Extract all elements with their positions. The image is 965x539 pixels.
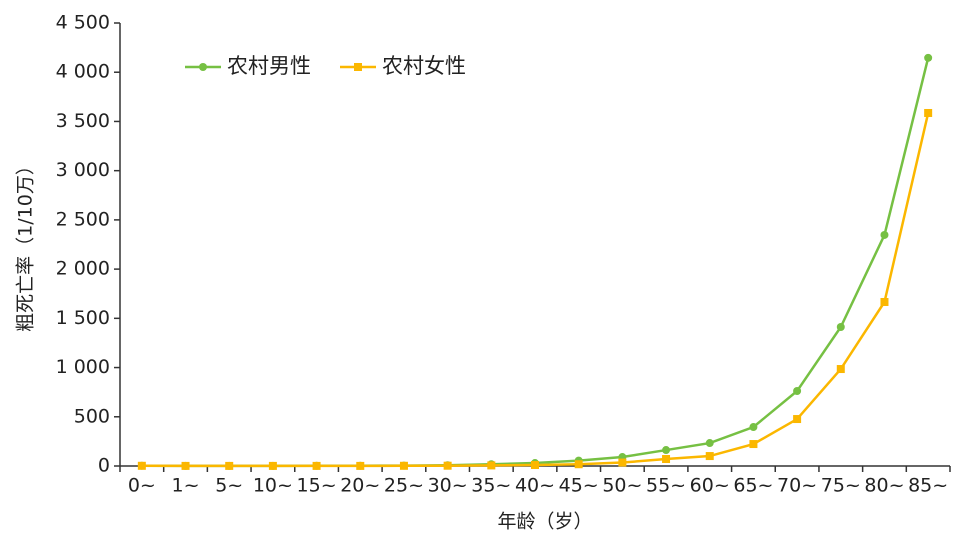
x-tick-label: 20~ — [340, 475, 380, 497]
point — [356, 461, 365, 470]
point — [225, 461, 234, 470]
x-tick-label: 60~ — [690, 475, 730, 497]
y-tick-label: 0 — [98, 455, 110, 477]
legend-marker — [354, 63, 362, 71]
legend-label: 农村女性 — [382, 54, 466, 78]
x-tick-label: 55~ — [646, 475, 686, 497]
x-tick-label: 70~ — [777, 475, 817, 497]
point — [487, 461, 496, 470]
x-tick-label: 45~ — [559, 475, 599, 497]
point — [574, 460, 583, 469]
x-tick-label: 1~ — [172, 475, 200, 497]
y-tick-label: 500 — [74, 405, 110, 427]
x-tick-label: 80~ — [864, 475, 904, 497]
x-tick-label: 0~ — [128, 475, 156, 497]
legend-label: 农村男性 — [227, 54, 311, 78]
x-tick-label: 25~ — [384, 475, 424, 497]
point — [443, 461, 452, 470]
x-tick-label: 10~ — [253, 475, 293, 497]
point — [836, 322, 845, 331]
x-axis-label: 年龄（岁） — [497, 511, 592, 533]
point — [836, 365, 845, 374]
x-tick-label: 65~ — [733, 475, 773, 497]
point — [618, 458, 627, 467]
line — [141, 112, 930, 468]
y-tick-label: 2 000 — [56, 258, 110, 280]
point — [880, 230, 889, 239]
x-tick-label: 5~ — [215, 475, 243, 497]
x-tick-label: 85~ — [908, 475, 948, 497]
x-tick-label: 50~ — [602, 475, 642, 497]
x-tick-label: 15~ — [297, 475, 337, 497]
point — [181, 461, 190, 470]
point — [705, 452, 714, 461]
y-tick-label: 1 000 — [56, 356, 110, 378]
point — [880, 297, 889, 306]
x-tick-label: 75~ — [821, 475, 861, 497]
point — [531, 461, 539, 470]
y-axis-label: 粗死亡率（1/10万） — [15, 156, 37, 332]
point — [705, 439, 714, 448]
point — [924, 108, 933, 117]
point — [662, 455, 671, 464]
point — [662, 446, 671, 455]
y-tick-label: 2 500 — [56, 208, 110, 230]
point — [793, 386, 802, 395]
point — [749, 423, 758, 432]
point — [399, 461, 408, 470]
point — [793, 415, 802, 424]
y-tick-label: 3 500 — [56, 110, 110, 132]
point — [137, 461, 146, 470]
point — [924, 53, 933, 62]
y-tick-label: 1 500 — [56, 307, 110, 329]
x-tick-label: 40~ — [515, 475, 555, 497]
y-tick-label: 4 000 — [56, 61, 110, 83]
y-tick-label: 4 500 — [56, 12, 110, 34]
point — [312, 461, 321, 470]
point — [749, 440, 758, 449]
x-tick-label: 35~ — [471, 475, 511, 497]
legend-marker — [199, 63, 207, 71]
point — [268, 461, 277, 470]
legend: 农村男性 农村女性 — [185, 54, 466, 78]
x-tick-label: 30~ — [428, 475, 468, 497]
y-tick-label: 3 000 — [56, 159, 110, 181]
